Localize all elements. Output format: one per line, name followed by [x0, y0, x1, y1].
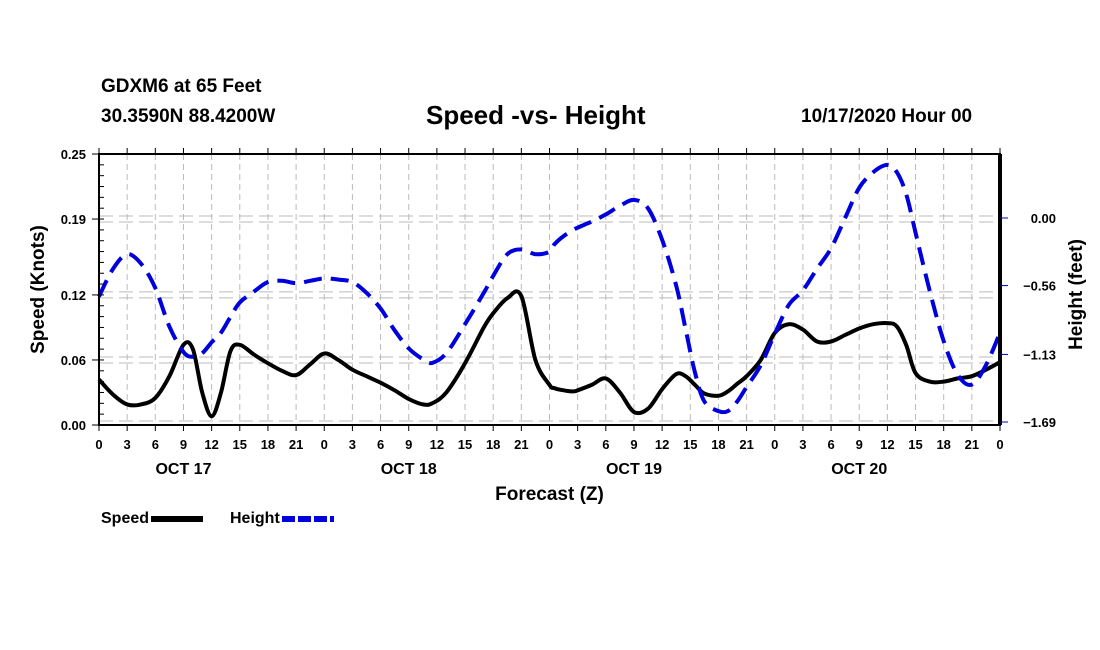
- x-tick-label: 3: [124, 437, 131, 452]
- x-tick-label: 18: [486, 437, 500, 452]
- x-day-label: OCT 20: [831, 461, 887, 478]
- x-tick-label: 0: [996, 437, 1003, 452]
- y-tick-label: 0.12: [61, 288, 86, 303]
- x-tick-label: 15: [908, 437, 922, 452]
- x-tick-label: 15: [458, 437, 472, 452]
- series-height-line: [97, 162, 1002, 415]
- y-tick-label: 0.25: [61, 147, 86, 162]
- y2-tick-label: −1.69: [1023, 415, 1056, 430]
- x-tick-label: 6: [827, 437, 834, 452]
- x-tick-label: 3: [799, 437, 806, 452]
- x-day-label: OCT 19: [606, 461, 662, 478]
- x-tick-label: 15: [233, 437, 247, 452]
- x-tick-label: 21: [739, 437, 753, 452]
- series-layer: [97, 162, 1002, 419]
- x-tick-label: 6: [602, 437, 609, 452]
- x-tick-label: 6: [377, 437, 384, 452]
- y2-tick-label: −1.13: [1023, 347, 1056, 362]
- x-tick-label: 21: [965, 437, 979, 452]
- x-tick-label: 0: [95, 437, 102, 452]
- x-axis-title: Forecast (Z): [495, 484, 604, 505]
- x-tick-label: 18: [711, 437, 725, 452]
- x-tick-label: 0: [321, 437, 328, 452]
- legend-speed: Speed: [101, 510, 204, 528]
- y-axis-title: Speed (Knots): [28, 225, 49, 354]
- coordinates-label: 30.3590N 88.4200W: [101, 106, 276, 127]
- y-tick-label: 0.00: [61, 418, 86, 433]
- x-day-label: OCT 17: [155, 461, 211, 478]
- x-tick-label: 0: [771, 437, 778, 452]
- legend-height-label: Height: [230, 510, 280, 527]
- series-speed-line: [97, 289, 1001, 419]
- x-tick-label: 18: [936, 437, 950, 452]
- chart-title: Speed -vs- Height: [426, 100, 646, 130]
- x-tick-label: 18: [261, 437, 275, 452]
- legend-speed-swatch: [151, 516, 204, 522]
- legend-height-swatch: [281, 516, 334, 522]
- x-tick-label: 0: [546, 437, 553, 452]
- y2-axis-title: Height (feet): [1066, 239, 1087, 350]
- x-tick-label: 9: [856, 437, 863, 452]
- y2-tick-label: −0.56: [1023, 279, 1056, 294]
- run-datetime-label: 10/17/2020 Hour 00: [801, 106, 973, 127]
- x-tick-label: 9: [405, 437, 412, 452]
- x-tick-label: 9: [180, 437, 187, 452]
- legend-height: Height: [230, 510, 334, 528]
- x-day-label: OCT 18: [381, 461, 437, 478]
- x-tick-label: 15: [683, 437, 697, 452]
- station-label: GDXM6 at 65 Feet: [101, 76, 262, 97]
- y2-tick-label: 0.00: [1031, 211, 1056, 226]
- x-tick-label: 21: [289, 437, 303, 452]
- x-tick-label: 6: [152, 437, 159, 452]
- y-tick-label: 0.06: [61, 353, 86, 368]
- x-tick-label: 21: [514, 437, 528, 452]
- x-tick-label: 9: [630, 437, 637, 452]
- x-tick-label: 3: [349, 437, 356, 452]
- x-tick-label: 3: [574, 437, 581, 452]
- x-tick-label: 12: [880, 437, 894, 452]
- axes: 0 3 6 9 12 15 18 21 0 3 6 9 12 15 18 21 0 3 6 9 12 15 18 21 0 3 6 9…: [61, 147, 1056, 478]
- y-tick-label: 0.19: [61, 212, 86, 227]
- legend-speed-label: Speed: [101, 510, 150, 527]
- x-tick-label: 12: [655, 437, 669, 452]
- x-tick-label: 12: [204, 437, 218, 452]
- x-tick-label: 12: [430, 437, 444, 452]
